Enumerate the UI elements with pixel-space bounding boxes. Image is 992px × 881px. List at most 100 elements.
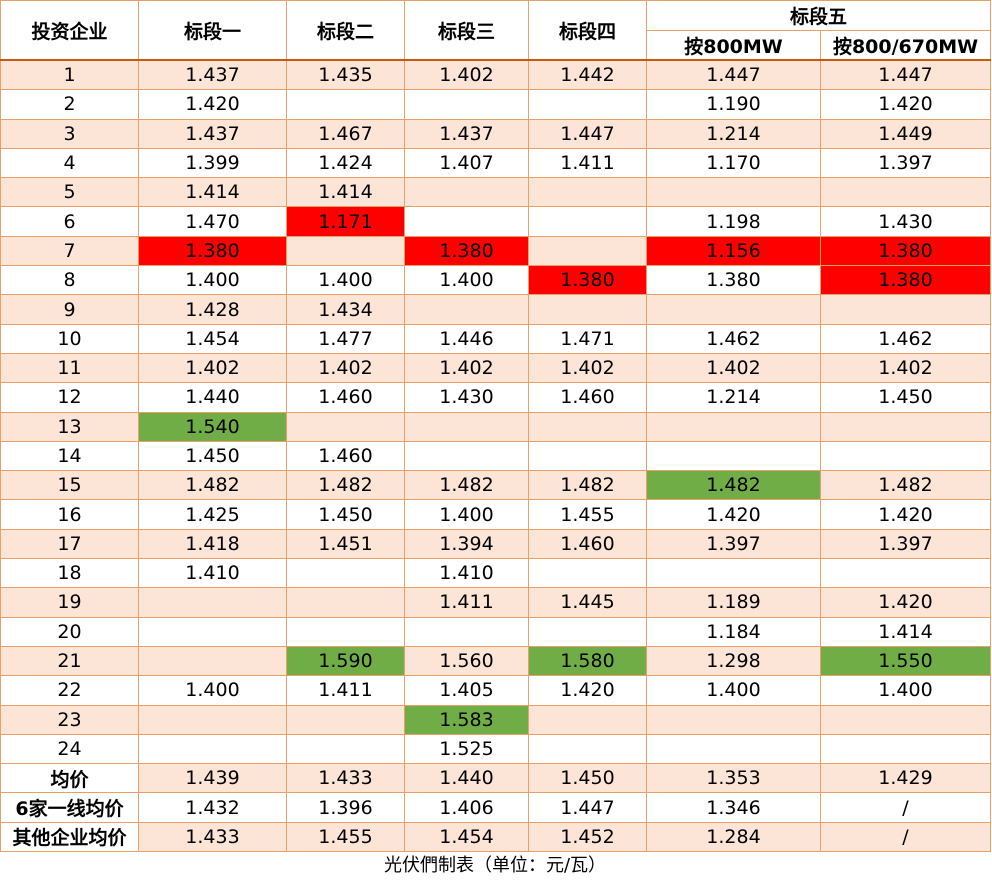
price-cell: 1.460 xyxy=(286,440,405,472)
average-cell: 1.455 xyxy=(286,821,405,853)
price-cell: 1.400 xyxy=(404,265,529,296)
price-cell: 1.462 xyxy=(646,323,821,354)
price-cell: 1.414 xyxy=(138,177,287,208)
price-cell: 1.477 xyxy=(286,323,405,354)
price-cell: 1.467 xyxy=(286,118,405,149)
price-cell: 1.410 xyxy=(138,558,287,589)
price-cell xyxy=(286,89,405,120)
row-label: 20 xyxy=(0,616,139,647)
price-cell xyxy=(404,294,529,325)
price-cell xyxy=(404,206,529,237)
average-cell: 1.450 xyxy=(528,763,647,794)
price-cell: 1.411 xyxy=(528,147,647,179)
summary-label: 均价 xyxy=(0,763,139,794)
row-label: 19 xyxy=(0,587,139,618)
price-cell: 1.460 xyxy=(286,382,405,413)
table-body: 1 1.437 1.435 1.402 1.442 1.447 1.447 2 1.420 1.1… xyxy=(0,59,992,853)
price-cell xyxy=(646,733,821,765)
price-cell xyxy=(819,733,992,765)
average-cell: 1.433 xyxy=(138,821,287,853)
price-cell: 1.471 xyxy=(528,323,647,354)
price-cell: 1.420 xyxy=(819,587,992,618)
price-cell: 1.397 xyxy=(819,147,992,179)
price-cell: 1.425 xyxy=(138,499,287,530)
table-row: 8 1.400 1.400 1.400 1.380 1.380 1.380 xyxy=(0,265,992,296)
price-cell xyxy=(286,587,405,618)
average-cell: 1.433 xyxy=(286,763,405,794)
row-label: 12 xyxy=(0,382,139,413)
table-row: 14 1.450 1.460 xyxy=(0,440,992,472)
price-cell xyxy=(138,645,287,677)
price-cell: 1.454 xyxy=(138,323,287,354)
table-row: 15 1.482 1.482 1.482 1.482 1.482 1.482 xyxy=(0,470,992,501)
summary-row: 其他企业均价 1.433 1.455 1.454 1.452 1.284/ xyxy=(0,821,992,853)
table-row: 22 1.400 1.411 1.405 1.420 1.400 1.400 xyxy=(0,675,992,706)
price-cell: 1.560 xyxy=(404,645,529,677)
price-cell: 1.430 xyxy=(819,206,992,237)
table-row: 4 1.399 1.424 1.407 1.411 1.170 1.397 xyxy=(0,147,992,179)
table-row: 2 1.420 1.190 1.420 xyxy=(0,89,992,120)
price-cell xyxy=(819,177,992,208)
price-cell: 1.437 xyxy=(138,118,287,149)
price-cell: 1.394 xyxy=(404,528,529,560)
table-row: 12 1.440 1.460 1.430 1.460 1.214 1.450 xyxy=(0,382,992,413)
price-cell xyxy=(646,704,821,735)
price-cell: 1.550 xyxy=(819,645,992,677)
row-label: 4 xyxy=(0,147,139,179)
price-cell: 1.482 xyxy=(819,470,992,501)
row-label: 22 xyxy=(0,675,139,706)
price-cell: 1.455 xyxy=(528,499,647,530)
price-cell: 1.184 xyxy=(646,616,821,647)
price-cell xyxy=(528,558,647,589)
price-cell: 1.460 xyxy=(528,528,647,560)
average-cell: 1.353 xyxy=(646,763,821,794)
price-cell: 1.430 xyxy=(404,382,529,413)
price-cell: 1.397 xyxy=(819,528,992,560)
table-row: 18 1.410 1.410 xyxy=(0,558,992,589)
row-label: 9 xyxy=(0,294,139,325)
price-cell xyxy=(528,733,647,765)
table-row: 19 1.411 1.445 1.189 1.420 xyxy=(0,587,992,618)
price-cell xyxy=(528,294,647,325)
price-cell: 1.442 xyxy=(528,59,647,91)
price-cell xyxy=(528,616,647,647)
price-cell: 1.198 xyxy=(646,206,821,237)
average-cell: 1.454 xyxy=(404,821,529,853)
table-row: 1 1.437 1.435 1.402 1.442 1.447 1.447 xyxy=(0,59,992,91)
summary-row: 均价 1.439 1.433 1.440 1.450 1.353 1.429 xyxy=(0,763,992,794)
table-row: 24 1.525 xyxy=(0,733,992,765)
price-cell xyxy=(819,411,992,442)
table-row: 16 1.425 1.450 1.400 1.455 1.420 1.420 xyxy=(0,499,992,530)
average-cell: 1.406 xyxy=(404,792,529,823)
price-cell: 1.437 xyxy=(404,118,529,149)
bid-price-table: 投资企业 标段一 标段二 标段三 标段四 标段五 按800MW 按800/670… xyxy=(0,0,992,853)
table-row: 17 1.418 1.451 1.394 1.460 1.397 1.397 xyxy=(0,528,992,560)
price-cell: 1.400 xyxy=(819,675,992,706)
table-row: 23 1.583 xyxy=(0,704,992,735)
header-segment-1: 标段一 xyxy=(138,0,287,61)
price-cell: 1.418 xyxy=(138,528,287,560)
price-cell: 1.400 xyxy=(286,265,405,296)
price-cell: 1.580 xyxy=(528,645,647,677)
average-cell: / xyxy=(819,792,992,823)
row-label: 23 xyxy=(0,704,139,735)
price-cell xyxy=(646,177,821,208)
price-cell: 1.450 xyxy=(138,440,287,472)
price-cell: 1.540 xyxy=(138,411,287,442)
price-cell xyxy=(286,704,405,735)
row-label: 17 xyxy=(0,528,139,560)
price-cell: 1.482 xyxy=(138,470,287,501)
price-cell: 1.435 xyxy=(286,59,405,91)
price-cell: 1.447 xyxy=(528,118,647,149)
summary-label: 6家一线均价 xyxy=(0,792,139,823)
price-cell: 1.380 xyxy=(528,265,647,296)
price-cell: 1.402 xyxy=(138,352,287,384)
price-cell: 1.214 xyxy=(646,382,821,413)
price-cell: 1.470 xyxy=(138,206,287,237)
price-cell: 1.437 xyxy=(138,59,287,91)
price-cell: 1.462 xyxy=(819,323,992,354)
price-cell: 1.482 xyxy=(404,470,529,501)
price-cell: 1.445 xyxy=(528,587,647,618)
row-label: 6 xyxy=(0,206,139,237)
price-cell: 1.482 xyxy=(286,470,405,501)
